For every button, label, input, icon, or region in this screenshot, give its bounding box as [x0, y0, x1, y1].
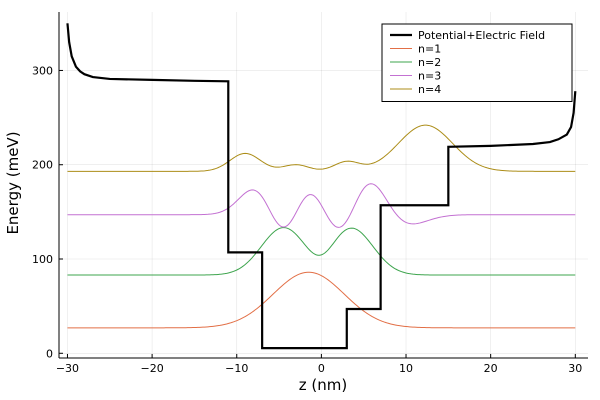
series-line-n4 — [67, 124, 576, 172]
series-layer — [66, 23, 577, 350]
legend-label-potential: Potential+Electric Field — [418, 29, 545, 42]
x-axis-label: z (nm) — [299, 376, 347, 394]
x-tick-label: 0 — [318, 362, 325, 375]
series-line-n3 — [67, 183, 576, 228]
y-tick-label: 300 — [32, 64, 53, 77]
x-tick-label: −20 — [140, 362, 163, 375]
series-line-n2 — [67, 227, 576, 276]
potential-line — [66, 23, 577, 350]
y-tick-label: 100 — [32, 253, 53, 266]
x-tick-label: 20 — [484, 362, 498, 375]
y-tick-label: 0 — [46, 347, 53, 360]
axes — [58, 12, 588, 359]
y-tick-label: 200 — [32, 159, 53, 172]
legend-box — [381, 23, 573, 102]
legend-label-n2: n=2 — [418, 56, 441, 69]
x-tick-label: 30 — [568, 362, 582, 375]
legend-label-n3: n=3 — [418, 70, 441, 83]
x-tick-label: −10 — [225, 362, 248, 375]
x-tick-label: −30 — [56, 362, 79, 375]
x-tick-label: 10 — [399, 362, 413, 375]
series-line-n1 — [67, 271, 576, 329]
legend-label-n1: n=1 — [418, 43, 441, 56]
legend-label-n4: n=4 — [418, 83, 441, 96]
y-axis-label: Energy (meV) — [4, 131, 22, 234]
